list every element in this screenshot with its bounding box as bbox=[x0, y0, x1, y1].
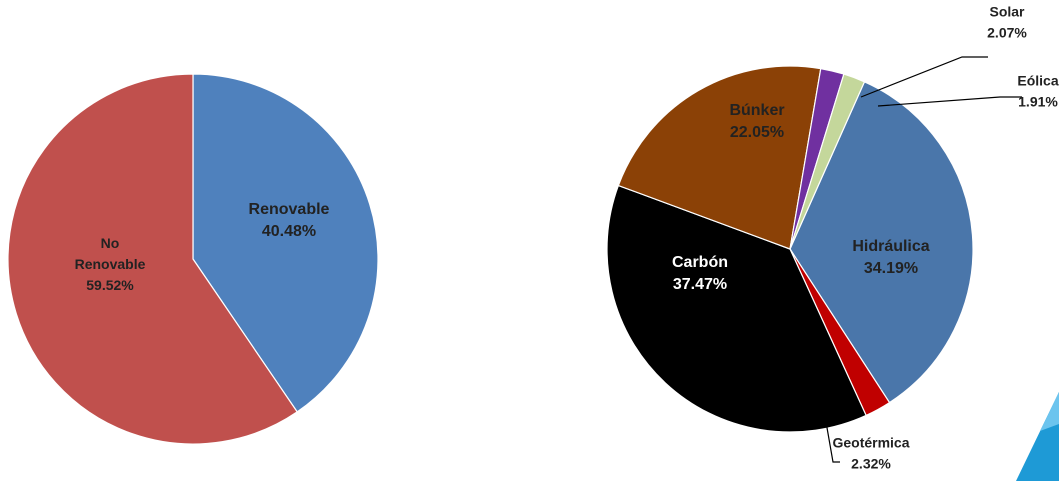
corner-decoration bbox=[1016, 392, 1059, 481]
corner-highlight bbox=[1040, 392, 1059, 431]
slice-hidraulica bbox=[789, 81, 974, 404]
data-label-geotermica: Geotérmica 2.32% bbox=[832, 435, 909, 472]
leader-line-solar bbox=[860, 56, 988, 98]
slice-carbon bbox=[606, 184, 867, 433]
data-label-carbon: Carbón 37.47% bbox=[672, 254, 728, 293]
pie-renewable-split: Renovable 40.48% No Renovable 59.52% bbox=[7, 73, 379, 445]
data-label-hidraulica: Hidráulica 34.19% bbox=[852, 238, 929, 277]
data-label-renovable: Renovable 40.48% bbox=[249, 201, 330, 240]
slice-no-renovable bbox=[7, 73, 299, 445]
slice-eolica bbox=[789, 73, 866, 250]
data-label-bunker: Búnker 22.05% bbox=[729, 102, 784, 141]
leader-line-eolica bbox=[877, 96, 1022, 107]
data-label-eolica: Eólica 1.91% bbox=[1017, 73, 1058, 110]
data-label-solar: Solar 2.07% bbox=[987, 4, 1027, 41]
pie-energy-sources: Hidráulica 34.19% Geotérmica 2.32% Carbón 37.… bbox=[606, 4, 1059, 472]
slice-bunker bbox=[617, 65, 822, 250]
slice-renovable bbox=[192, 73, 379, 413]
leader-line-geotermica bbox=[825, 421, 840, 463]
data-label-no-renovable: No Renovable 59.52% bbox=[75, 235, 146, 293]
